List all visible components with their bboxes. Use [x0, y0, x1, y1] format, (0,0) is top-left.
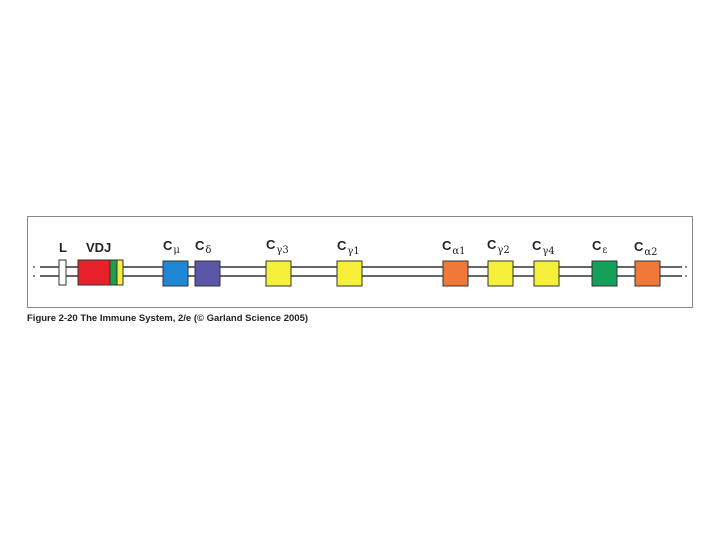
label-cepsilon: Cε	[592, 238, 608, 256]
label-cgamma2: Cγ2	[487, 237, 510, 256]
vdj-v-part	[77, 259, 111, 286]
cgamma1-gene	[336, 260, 363, 287]
cgamma3-gene	[265, 260, 292, 287]
cgamma2-gene	[487, 260, 514, 287]
vdj-d-part	[109, 259, 118, 286]
label-calpha1: Cα1	[442, 238, 466, 257]
vdj-segment	[77, 259, 124, 286]
label-vdj: VDJ	[86, 240, 111, 255]
right-continuation-marks	[685, 266, 687, 277]
cepsilon-gene	[591, 260, 618, 287]
label-cmu: Cμ	[163, 238, 180, 256]
cgamma4-gene	[533, 260, 560, 287]
label-cgamma1: Cγ1	[337, 238, 360, 257]
label-cdelta: Cδ	[195, 238, 211, 256]
leader-segment	[58, 259, 67, 286]
figure-caption: Figure 2-20 The Immune System, 2/e (© Ga…	[27, 313, 309, 324]
cmu-gene	[162, 260, 189, 287]
label-cgamma4: Cγ4	[532, 238, 555, 257]
cdelta-gene	[194, 260, 221, 287]
label-cgamma3: Cγ3	[266, 237, 289, 256]
left-continuation-marks	[33, 266, 35, 277]
calpha2-gene	[634, 260, 661, 287]
calpha1-gene	[442, 260, 469, 287]
label-l: L	[59, 240, 67, 255]
vdj-j-part	[116, 259, 124, 286]
label-calpha2: Cα2	[634, 239, 658, 258]
